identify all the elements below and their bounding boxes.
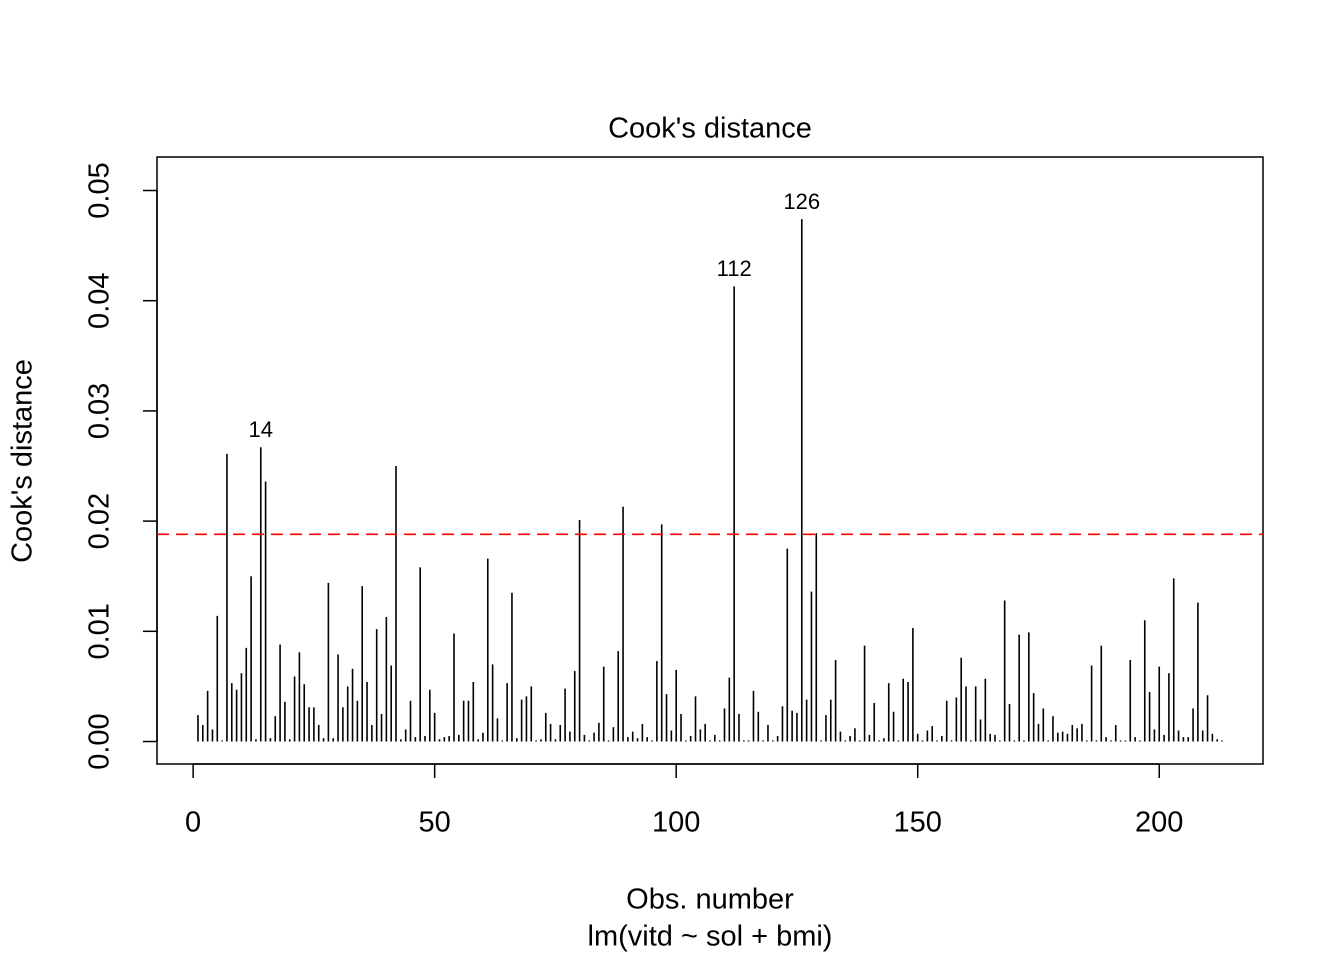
y-axis-label: Cook's distance: [7, 359, 39, 563]
chart-title: Cook's distance: [608, 113, 812, 145]
y-tick-label: 0.03: [84, 383, 116, 439]
y-tick-label: 0.01: [84, 603, 116, 659]
y-tick-label: 0.05: [84, 162, 116, 218]
plot-frame: [156, 156, 1264, 765]
y-tick-label: 0.00: [84, 713, 116, 769]
point-label: 112: [717, 256, 752, 281]
x-tick-label: 0: [185, 807, 201, 839]
point-label: 14: [249, 417, 273, 442]
x-tick-label: 200: [1135, 807, 1183, 839]
subtitle: lm(vitd ~ sol + bmi): [588, 921, 833, 953]
x-tick-label: 150: [894, 807, 942, 839]
x-tick-label: 100: [652, 807, 700, 839]
y-tick-label: 0.02: [84, 493, 116, 549]
point-label: 126: [783, 189, 820, 214]
x-axis-label: Obs. number: [626, 884, 794, 916]
y-tick-label: 0.04: [84, 272, 116, 328]
x-tick-label: 50: [419, 807, 451, 839]
